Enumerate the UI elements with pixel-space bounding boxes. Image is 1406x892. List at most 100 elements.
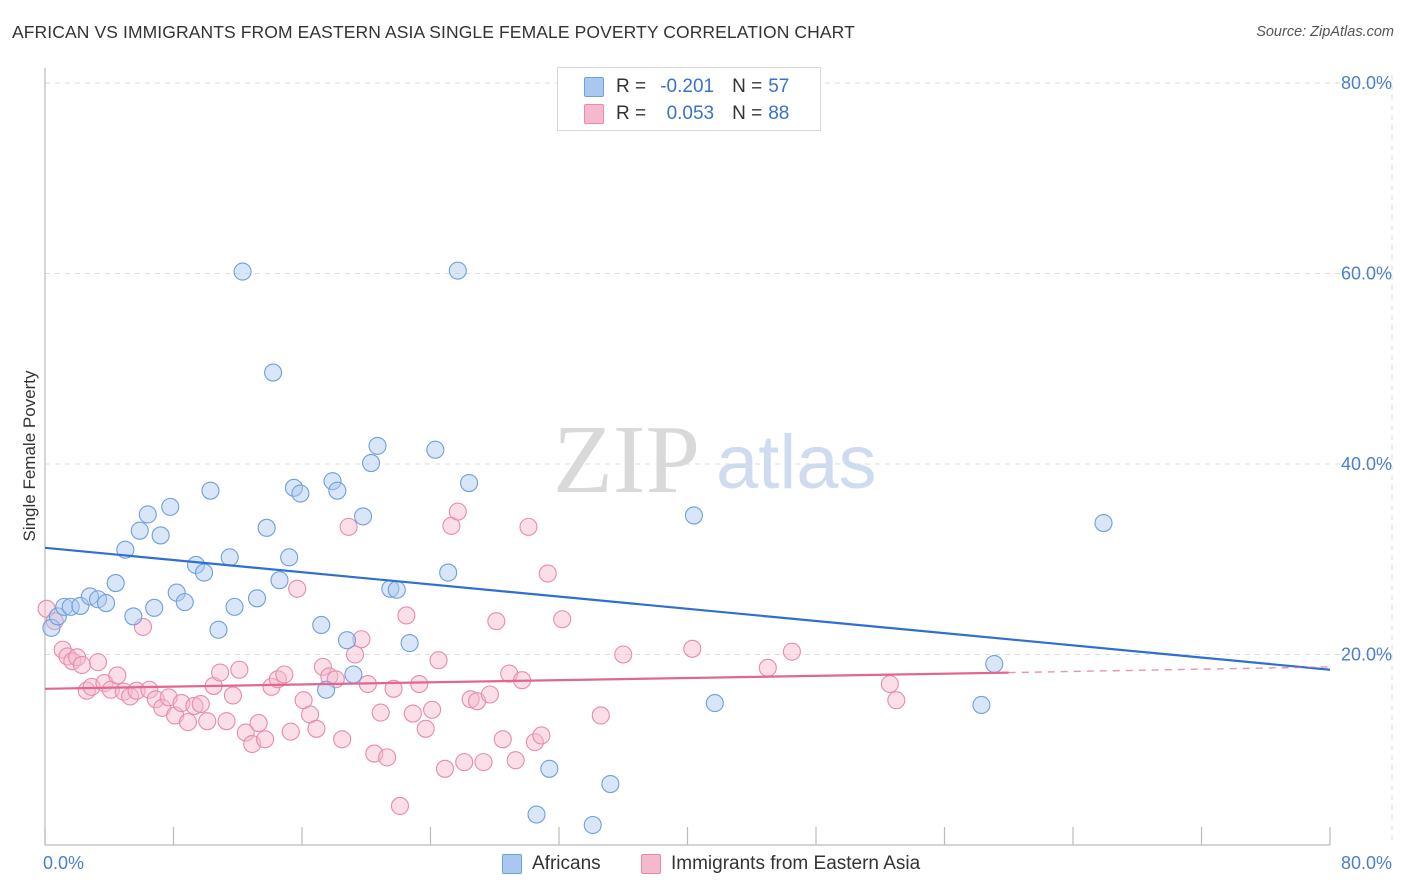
data-point [461, 690, 480, 709]
legend-swatch-pink [584, 104, 604, 124]
data-point [191, 694, 210, 714]
tick-labels: 20.0% 40.0% 60.0% 80.0% 0.0% 80.0% [43, 73, 1392, 873]
data-point [145, 598, 164, 617]
legend-label-immigrants: Immigrants from Eastern Asia [671, 853, 921, 874]
data-point [312, 615, 331, 635]
y-tick-label: 60.0% [1341, 264, 1392, 284]
data-point [525, 733, 544, 752]
data-point [448, 261, 467, 280]
data-point [683, 639, 702, 658]
data-point [972, 695, 991, 715]
data-point [42, 618, 61, 637]
legend-r-label: R = [616, 76, 647, 97]
trend-lines [44, 546, 1331, 690]
watermark-zip: ZIP [553, 406, 700, 514]
y-tick-label: 40.0% [1341, 454, 1392, 474]
data-point [527, 805, 546, 824]
data-point [601, 774, 620, 794]
legend-r-value: 0.053 [666, 103, 715, 124]
trend-line-immigrants-extension [1008, 666, 1331, 674]
legend-r-label: R = [616, 103, 647, 124]
x-tick-label-max: 80.0% [1341, 853, 1392, 873]
data-point [384, 679, 403, 698]
data-point [151, 526, 170, 545]
data-point [426, 440, 445, 459]
data-point [353, 507, 373, 526]
data-point [124, 607, 143, 626]
y-tick-label: 80.0% [1341, 73, 1392, 93]
data-point [782, 642, 801, 661]
data-point [247, 589, 267, 608]
data-point [487, 612, 506, 631]
data-point [175, 593, 194, 612]
data-point [281, 722, 300, 741]
data-point [532, 726, 551, 745]
data-point [236, 723, 255, 742]
data-point [423, 700, 442, 719]
data-point [339, 517, 358, 536]
data-point [553, 610, 572, 629]
watermark-atlas: atlas [716, 420, 877, 505]
data-point [455, 753, 474, 772]
legend-swatch-blue [502, 854, 522, 874]
bottom-legend-immigrants: Immigrants from Eastern Asia [641, 851, 920, 877]
data-point [474, 753, 493, 772]
data-point [223, 686, 242, 705]
data-point [275, 665, 294, 684]
data-point [138, 505, 157, 524]
legend-swatch-pink [641, 854, 661, 874]
legend-n-value: 88 [768, 103, 790, 124]
bottom-legend-africans: Africans [502, 851, 601, 877]
data-point [178, 713, 198, 732]
data-point [307, 719, 326, 738]
data-point [387, 580, 406, 599]
data-point [230, 660, 249, 679]
stats-legend: R = -0.201 N = 57 R = 0.053 N = 88 [557, 67, 821, 131]
data-point [108, 666, 127, 685]
axes [44, 68, 1331, 846]
data-point [985, 654, 1004, 674]
data-point [249, 714, 268, 733]
data-point [209, 620, 228, 639]
data-point [71, 596, 90, 615]
data-point [362, 453, 381, 473]
data-point [519, 517, 538, 536]
data-point [538, 564, 557, 583]
data-point [161, 497, 180, 516]
data-point [291, 484, 310, 503]
chart-title: AFRICAN VS IMMIGRANTS FROM EASTERN ASIA … [12, 22, 855, 42]
data-point [194, 563, 214, 582]
data-point [435, 759, 455, 778]
data-point [130, 521, 149, 540]
data-point [591, 706, 610, 725]
data-point [390, 796, 410, 815]
data-point [1094, 514, 1113, 533]
data-point [198, 712, 217, 731]
series-africans [42, 261, 1113, 835]
legend-label-africans: Africans [532, 853, 601, 874]
data-point [317, 680, 336, 699]
data-point [264, 363, 283, 382]
data-point [371, 703, 390, 722]
data-point [506, 751, 525, 770]
data-point [400, 634, 419, 653]
data-point [429, 651, 448, 670]
series-immigrants-eastern-asia [37, 502, 906, 815]
source-credit: Source: ZipAtlas.com [1256, 24, 1394, 40]
legend-n-label: N = [732, 103, 763, 124]
data-point [328, 481, 347, 500]
data-point [403, 704, 422, 723]
data-point [88, 653, 108, 672]
data-point [333, 730, 352, 749]
data-point [48, 607, 67, 626]
data-point [233, 262, 252, 281]
data-point [705, 694, 724, 713]
data-point [344, 665, 363, 684]
x-tick-label-min: 0.0% [43, 853, 84, 873]
data-point [540, 759, 559, 778]
data-point [410, 674, 429, 694]
data-point [448, 502, 467, 521]
data-point [225, 597, 244, 616]
data-point [397, 606, 416, 625]
